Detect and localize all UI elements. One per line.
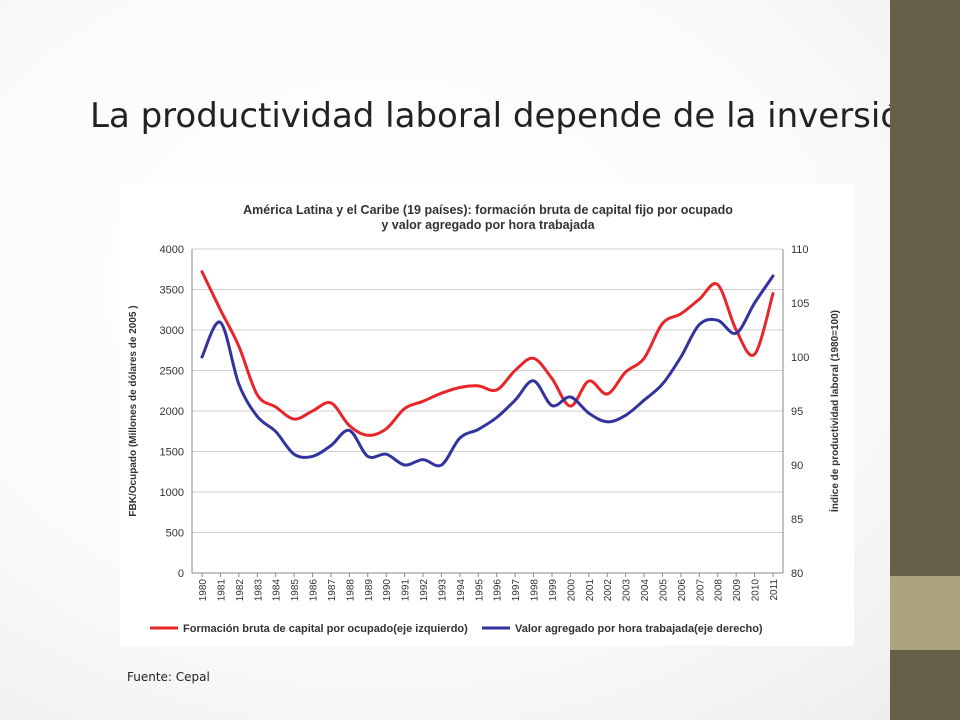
x-tick-label: 2005 [658,579,669,602]
y-left-axis-label: FBK/Ocupado (Millones de dólares de 2005… [128,305,139,516]
x-tick-label: 1999 [548,579,559,602]
x-tick-label: 1984 [272,579,283,602]
x-tick-label: 1993 [437,579,448,602]
y-left-tick-label: 2000 [160,406,184,418]
slide-title: La productividad laboral depende de la i… [90,96,923,136]
chart-image: América Latina y el Caribe (19 países): … [120,184,854,646]
x-tick-label: 2007 [695,579,706,602]
x-tick-label: 1997 [511,579,522,602]
side-accent [890,576,960,650]
x-tick-label: 1982 [235,579,246,602]
x-tick-label: 1996 [493,579,504,602]
y-left-tick-label: 3500 [160,285,184,297]
x-tick-label: 2010 [751,579,762,602]
x-tick-label: 1985 [290,579,301,602]
y-right-tick-label: 105 [791,298,809,310]
x-tick-label: 1994 [456,579,467,602]
series-line-productivity [200,274,775,468]
x-tick-label: 2011 [769,579,780,601]
x-tick-label: 1980 [198,579,209,602]
y-left-tick-label: 500 [166,528,184,540]
x-tick-label: 1988 [345,579,356,602]
chart-title-line: y valor agregado por hora trabajada [381,218,595,232]
x-tick-label: 2004 [640,579,651,602]
x-tick-label: 1995 [474,579,485,602]
chart-text: América Latina y el Caribe (19 países): … [128,203,841,601]
chart-title-line: América Latina y el Caribe (19 países): … [243,203,733,217]
legend-label-fbk: Formación bruta de capital por ocupado(e… [183,623,468,635]
legend-label-productivity: Valor agregado por hora trabajada(eje de… [515,623,763,635]
x-tick-label: 2006 [677,579,688,602]
x-tick-label: 1992 [419,579,430,602]
series-line-fbk [200,270,775,437]
y-left-tick-label: 0 [178,568,184,580]
y-right-tick-label: 85 [791,514,803,526]
legend: Formación bruta de capital por ocupado(e… [150,623,763,635]
y-right-tick-label: 90 [791,460,803,472]
x-tick-label: 1986 [309,579,320,602]
y-left-tick-label: 1000 [160,487,184,499]
x-tick-label: 2001 [585,579,596,602]
x-tick-label: 2003 [622,579,633,602]
x-tick-label: 1991 [401,579,412,602]
y-left-tick-label: 4000 [160,244,184,256]
y-right-tick-label: 110 [791,244,809,256]
line-chart: América Latina y el Caribe (19 países): … [128,203,841,635]
x-tick-label: 1990 [382,579,393,602]
axes [191,249,784,577]
x-tick-label: 2000 [566,579,577,602]
x-tick-label: 2002 [603,579,614,602]
y-right-tick-label: 80 [791,568,803,580]
series-lines [200,270,775,468]
source-note: Fuente: Cepal [127,670,210,684]
x-tick-label: 2008 [714,579,725,602]
y-left-tick-label: 1500 [160,447,184,459]
y-right-axis-label: Índice de productividad laboral (1980=10… [828,310,841,512]
y-right-tick-label: 100 [791,352,809,364]
x-tick-label: 1983 [253,579,264,602]
x-tick-label: 1981 [216,579,227,602]
y-left-tick-label: 2500 [160,366,184,378]
x-tick-label: 1998 [530,579,541,602]
x-tick-label: 1987 [327,579,338,602]
x-tick-label: 1989 [364,579,375,602]
y-right-tick-label: 95 [791,406,803,418]
x-tick-label: 2009 [732,579,743,602]
y-left-tick-label: 3000 [160,325,184,337]
